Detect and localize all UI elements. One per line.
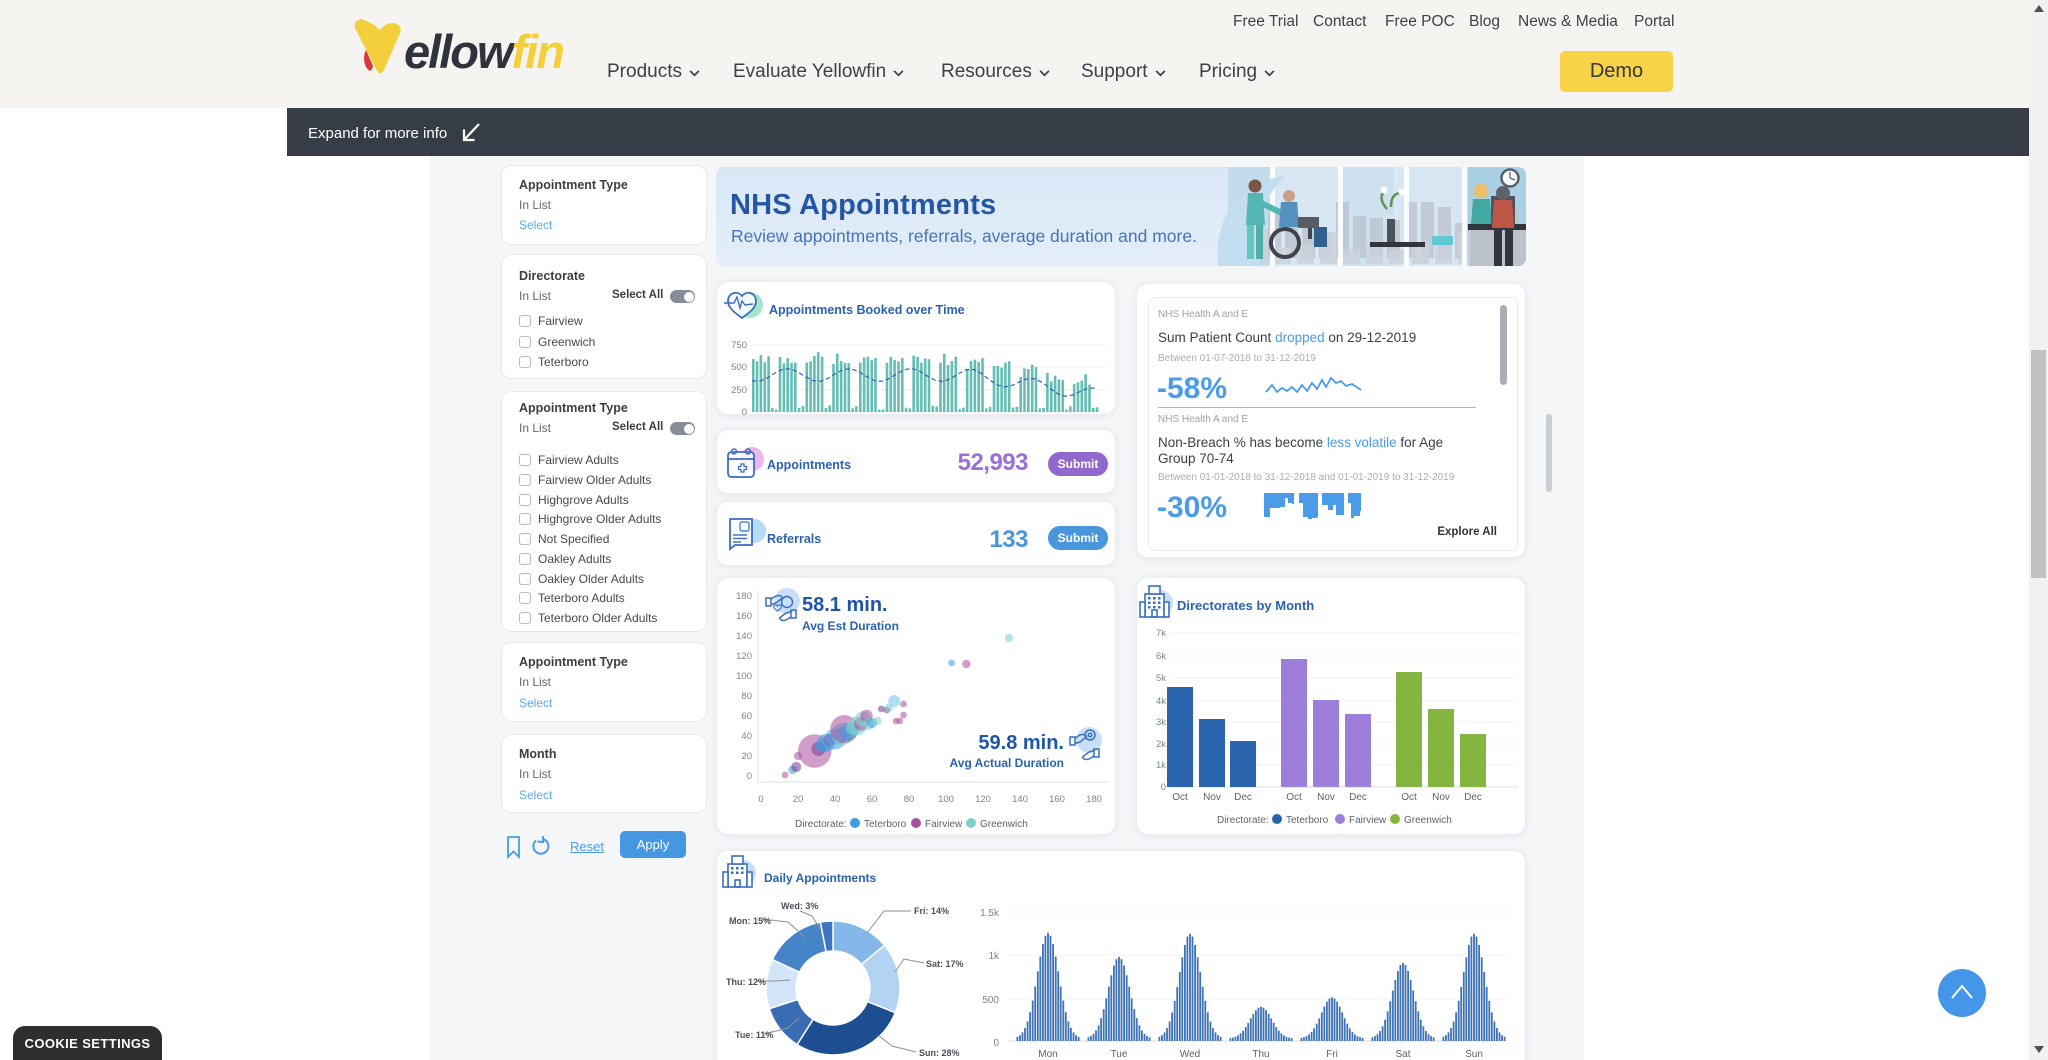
svg-text:Fairview: Fairview <box>1349 815 1387 826</box>
svg-text:Directorates by Month: Directorates by Month <box>1177 598 1314 613</box>
svg-text:80: 80 <box>904 794 915 805</box>
svg-text:Oct: Oct <box>1401 792 1417 803</box>
svg-text:58.1 min.: 58.1 min. <box>802 594 888 616</box>
svg-text:Greenwich: Greenwich <box>1404 815 1452 826</box>
svg-text:6k: 6k <box>1156 651 1166 662</box>
svg-text:Nov: Nov <box>1203 792 1221 803</box>
svg-text:40: 40 <box>741 731 752 742</box>
svg-text:Nov: Nov <box>1432 792 1450 803</box>
svg-text:140: 140 <box>736 631 752 642</box>
svg-text:Teterboro: Teterboro <box>864 819 907 830</box>
svg-text:500: 500 <box>731 362 747 373</box>
svg-text:1k: 1k <box>1156 760 1166 771</box>
svg-text:Appointments: Appointments <box>767 458 851 472</box>
svg-text:Oct: Oct <box>1286 792 1302 803</box>
svg-text:Nov: Nov <box>1317 792 1335 803</box>
svg-text:Directorate:: Directorate: <box>1217 815 1269 826</box>
svg-text:20: 20 <box>741 751 752 762</box>
svg-text:133: 133 <box>989 526 1028 553</box>
svg-text:7k: 7k <box>1156 628 1166 639</box>
svg-text:Avg Actual Duration: Avg Actual Duration <box>950 756 1064 770</box>
svg-text:100: 100 <box>736 671 752 682</box>
svg-text:Appointments Booked over Time: Appointments Booked over Time <box>769 303 965 317</box>
svg-text:160: 160 <box>1049 794 1065 805</box>
svg-text:Referrals: Referrals <box>767 532 821 546</box>
svg-text:0: 0 <box>758 794 763 805</box>
svg-text:5k: 5k <box>1156 673 1166 684</box>
svg-text:59.8 min.: 59.8 min. <box>978 732 1064 754</box>
svg-text:0: 0 <box>1161 782 1166 793</box>
svg-text:180: 180 <box>736 591 752 602</box>
svg-text:80: 80 <box>741 691 752 702</box>
svg-text:140: 140 <box>1012 794 1028 805</box>
svg-text:120: 120 <box>736 651 752 662</box>
svg-text:Dec: Dec <box>1234 792 1252 803</box>
svg-text:0: 0 <box>742 407 747 415</box>
svg-text:750: 750 <box>731 340 747 351</box>
svg-text:Dec: Dec <box>1464 792 1482 803</box>
svg-text:180: 180 <box>1086 794 1102 805</box>
svg-text:4k: 4k <box>1156 696 1166 707</box>
svg-text:40: 40 <box>830 794 841 805</box>
svg-text:Teterboro: Teterboro <box>1286 815 1329 826</box>
svg-text:Fairview: Fairview <box>925 819 963 830</box>
svg-text:3k: 3k <box>1156 717 1166 728</box>
svg-text:Oct: Oct <box>1172 792 1188 803</box>
svg-text:60: 60 <box>867 794 878 805</box>
svg-text:Directorate:: Directorate: <box>795 819 847 830</box>
svg-text:20: 20 <box>793 794 804 805</box>
svg-text:ellowfin: ellowfin <box>404 25 563 78</box>
svg-text:52,993: 52,993 <box>958 449 1029 476</box>
svg-text:0: 0 <box>747 771 752 782</box>
svg-text:250: 250 <box>731 385 747 396</box>
svg-text:Greenwich: Greenwich <box>980 819 1028 830</box>
svg-text:2k: 2k <box>1156 739 1166 750</box>
svg-text:60: 60 <box>741 711 752 722</box>
svg-text:160: 160 <box>736 611 752 622</box>
svg-text:120: 120 <box>975 794 991 805</box>
svg-text:Daily Appointments: Daily Appointments <box>764 871 877 885</box>
svg-text:Avg Est Duration: Avg Est Duration <box>802 619 899 633</box>
svg-text:100: 100 <box>938 794 954 805</box>
svg-text:Dec: Dec <box>1349 792 1367 803</box>
